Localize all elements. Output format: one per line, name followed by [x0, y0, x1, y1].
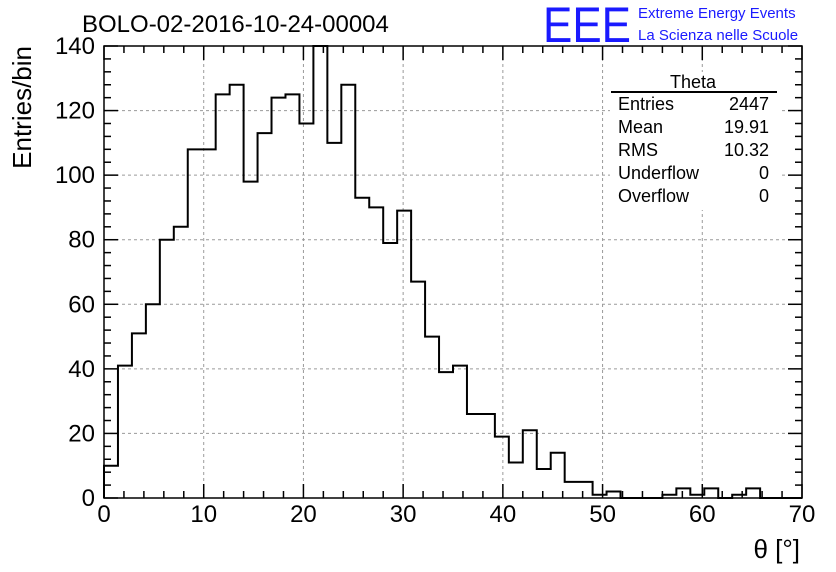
logo-line1: Extreme Energy Events: [638, 5, 796, 22]
y-tick-label: 40: [68, 356, 95, 383]
x-axis-label: θ [°]: [753, 534, 800, 564]
y-tick-label: 140: [55, 33, 95, 60]
x-tick-label: 20: [290, 501, 317, 528]
y-tick-label: 80: [68, 227, 95, 254]
x-tick-label: 50: [589, 501, 616, 528]
y-tick-label: 120: [55, 98, 95, 125]
x-tick-labels: 0 10 20 30 40 50 60 70: [97, 501, 815, 528]
x-tick-label: 40: [490, 501, 517, 528]
x-tick-label: 60: [689, 501, 716, 528]
histogram-series: [103, 45, 802, 499]
x-tick-label: 10: [190, 501, 217, 528]
chart-title: BOLO-02-2016-10-24-00004: [82, 11, 389, 38]
stats-mean-label: Mean: [618, 117, 663, 137]
eee-logo: EEE Extreme Energy Events La Scienza nel…: [543, 0, 798, 53]
logo-mark: EEE: [543, 0, 631, 53]
stats-overflow-value: 0: [759, 186, 769, 206]
y-axis-label: Entries/bin: [7, 46, 37, 169]
stats-rms-label: RMS: [618, 140, 658, 160]
y-tick-label: 100: [55, 162, 95, 189]
stats-entries-value: 2447: [729, 94, 769, 114]
stats-entries-label: Entries: [618, 94, 674, 114]
y-tick-labels: 0 20 40 60 80 100 120 140: [55, 33, 95, 512]
stats-underflow-label: Underflow: [618, 163, 700, 183]
plot-frame: [103, 45, 803, 499]
stats-rms-value: 10.32: [724, 140, 769, 160]
x-tick-label: 0: [97, 501, 110, 528]
y-tick-label: 60: [68, 291, 95, 318]
logo-line2: La Scienza nelle Scuole: [638, 27, 798, 44]
stats-mean-value: 19.91: [724, 117, 769, 137]
stats-underflow-value: 0: [759, 163, 769, 183]
axis-ticks: [103, 45, 803, 499]
x-tick-label: 70: [789, 501, 816, 528]
y-tick-label: 20: [68, 420, 95, 447]
stats-overflow-label: Overflow: [618, 186, 690, 206]
stats-title: Theta: [670, 72, 717, 92]
x-tick-label: 30: [390, 501, 417, 528]
stats-box: Theta Entries 2447 Mean 19.91 RMS 10.32 …: [610, 72, 780, 210]
y-tick-label: 0: [82, 485, 95, 512]
stats-box-background: [610, 72, 780, 210]
